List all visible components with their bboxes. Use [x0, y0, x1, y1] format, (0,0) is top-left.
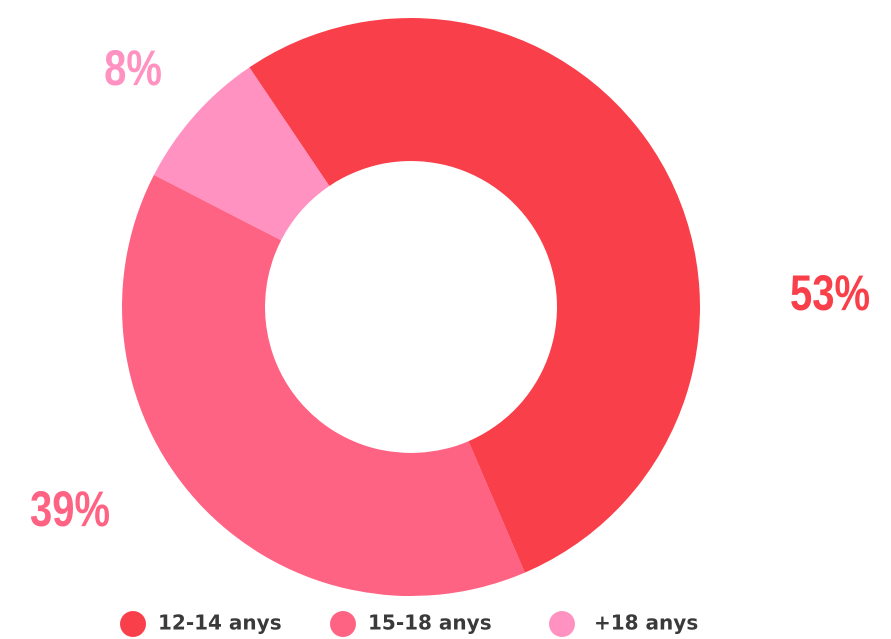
donut-segment	[121, 174, 525, 597]
legend-swatch	[330, 611, 356, 637]
value-label: 8%	[104, 40, 162, 96]
legend-label: 12-14 anys	[158, 611, 282, 635]
legend-label: 15-18 anys	[368, 611, 492, 635]
legend-swatch	[120, 611, 146, 637]
legend-swatch	[549, 611, 575, 637]
donut-segment	[153, 67, 330, 241]
value-label: 53%	[790, 265, 870, 321]
legend-label: +18 anys	[594, 611, 698, 635]
donut-segment	[249, 18, 700, 573]
value-label: 39%	[30, 481, 110, 537]
